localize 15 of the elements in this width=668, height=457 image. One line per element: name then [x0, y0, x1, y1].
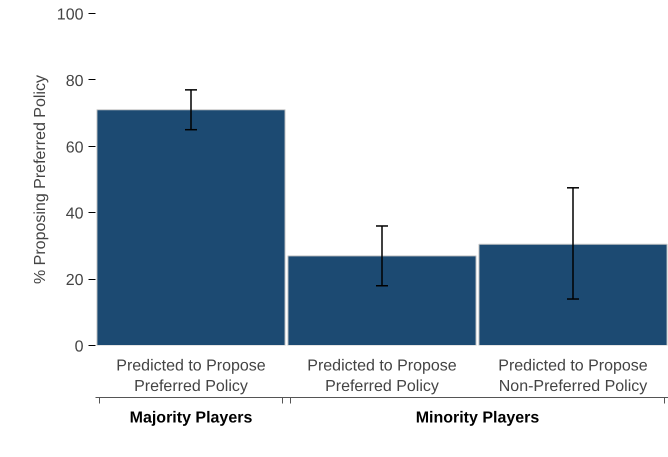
x-tick-label: Predicted to Propose Non-Preferred Policy [498, 358, 648, 395]
y-tick-label: 40 [66, 206, 84, 223]
text: Majority Players [130, 410, 252, 426]
y-tick-label: 20 [66, 272, 84, 290]
bar [287, 255, 477, 346]
y-tick-label: 60 [66, 139, 84, 156]
x-tick-label: Predicted to Propose Preferred Policy [307, 358, 457, 395]
bar [96, 109, 286, 346]
bar [478, 244, 668, 346]
y-tick-label: 80 [66, 72, 84, 90]
y-tick-label: 0 [74, 338, 84, 356]
x-tick-label: Predicted to Propose Preferred Policy [116, 358, 266, 395]
y-axis-title: % Proposing Preferred Policy [32, 75, 49, 284]
text: Minority Players [416, 410, 540, 426]
y-tick-label: 100 [56, 6, 84, 24]
